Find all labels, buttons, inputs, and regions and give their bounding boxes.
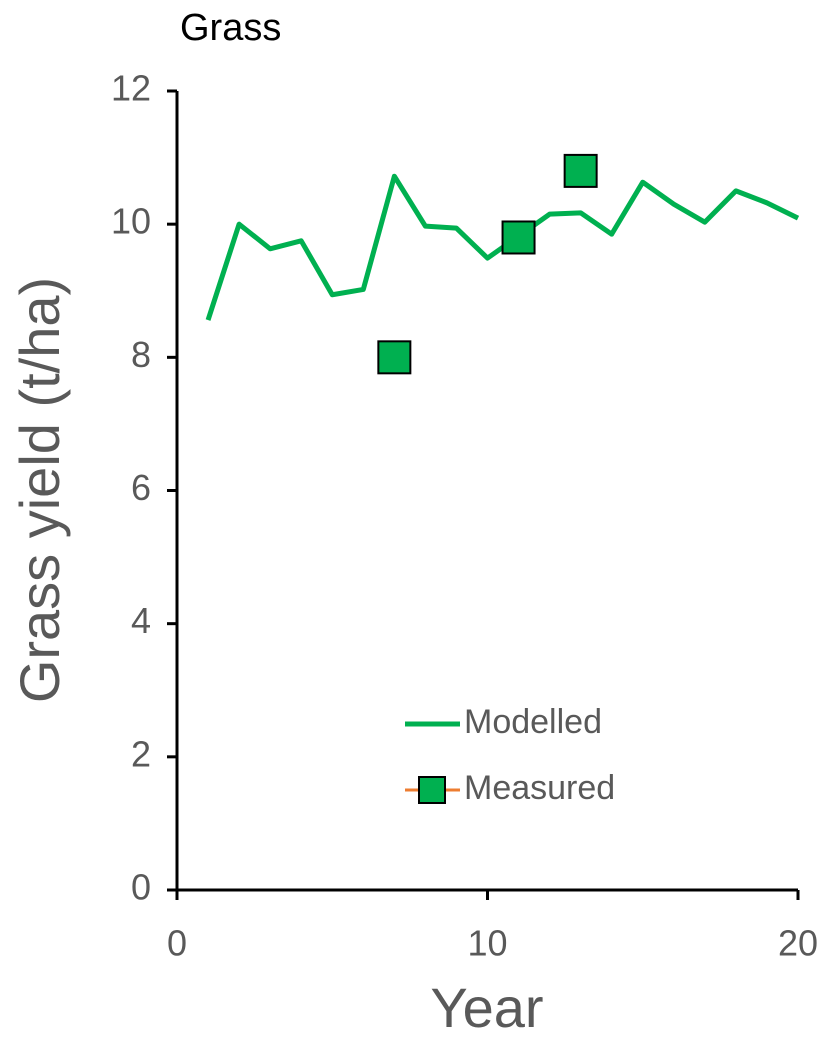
y-axis-title: Grass yield (t/ha) <box>8 277 71 703</box>
measured-point <box>563 153 598 188</box>
y-tick-label: 0 <box>131 867 151 908</box>
y-tick-label: 10 <box>111 201 151 242</box>
y-tick-label: 4 <box>131 600 151 641</box>
legend-marker <box>418 776 446 804</box>
legend-label: Measured <box>464 769 615 807</box>
x-tick-label: 10 <box>467 923 507 964</box>
measured-point <box>501 220 536 255</box>
legend-label: Modelled <box>464 703 602 741</box>
y-tick-label: 8 <box>131 334 151 375</box>
x-tick-label: 20 <box>778 923 818 964</box>
x-axis-title: Year <box>430 976 543 1038</box>
chart-title: Grass <box>180 7 281 49</box>
y-tick-label: 12 <box>111 68 151 109</box>
x-tick-label: 0 <box>167 923 187 964</box>
measured-point <box>377 340 412 375</box>
y-tick-label: 2 <box>131 733 151 774</box>
y-tick-label: 6 <box>131 467 151 508</box>
